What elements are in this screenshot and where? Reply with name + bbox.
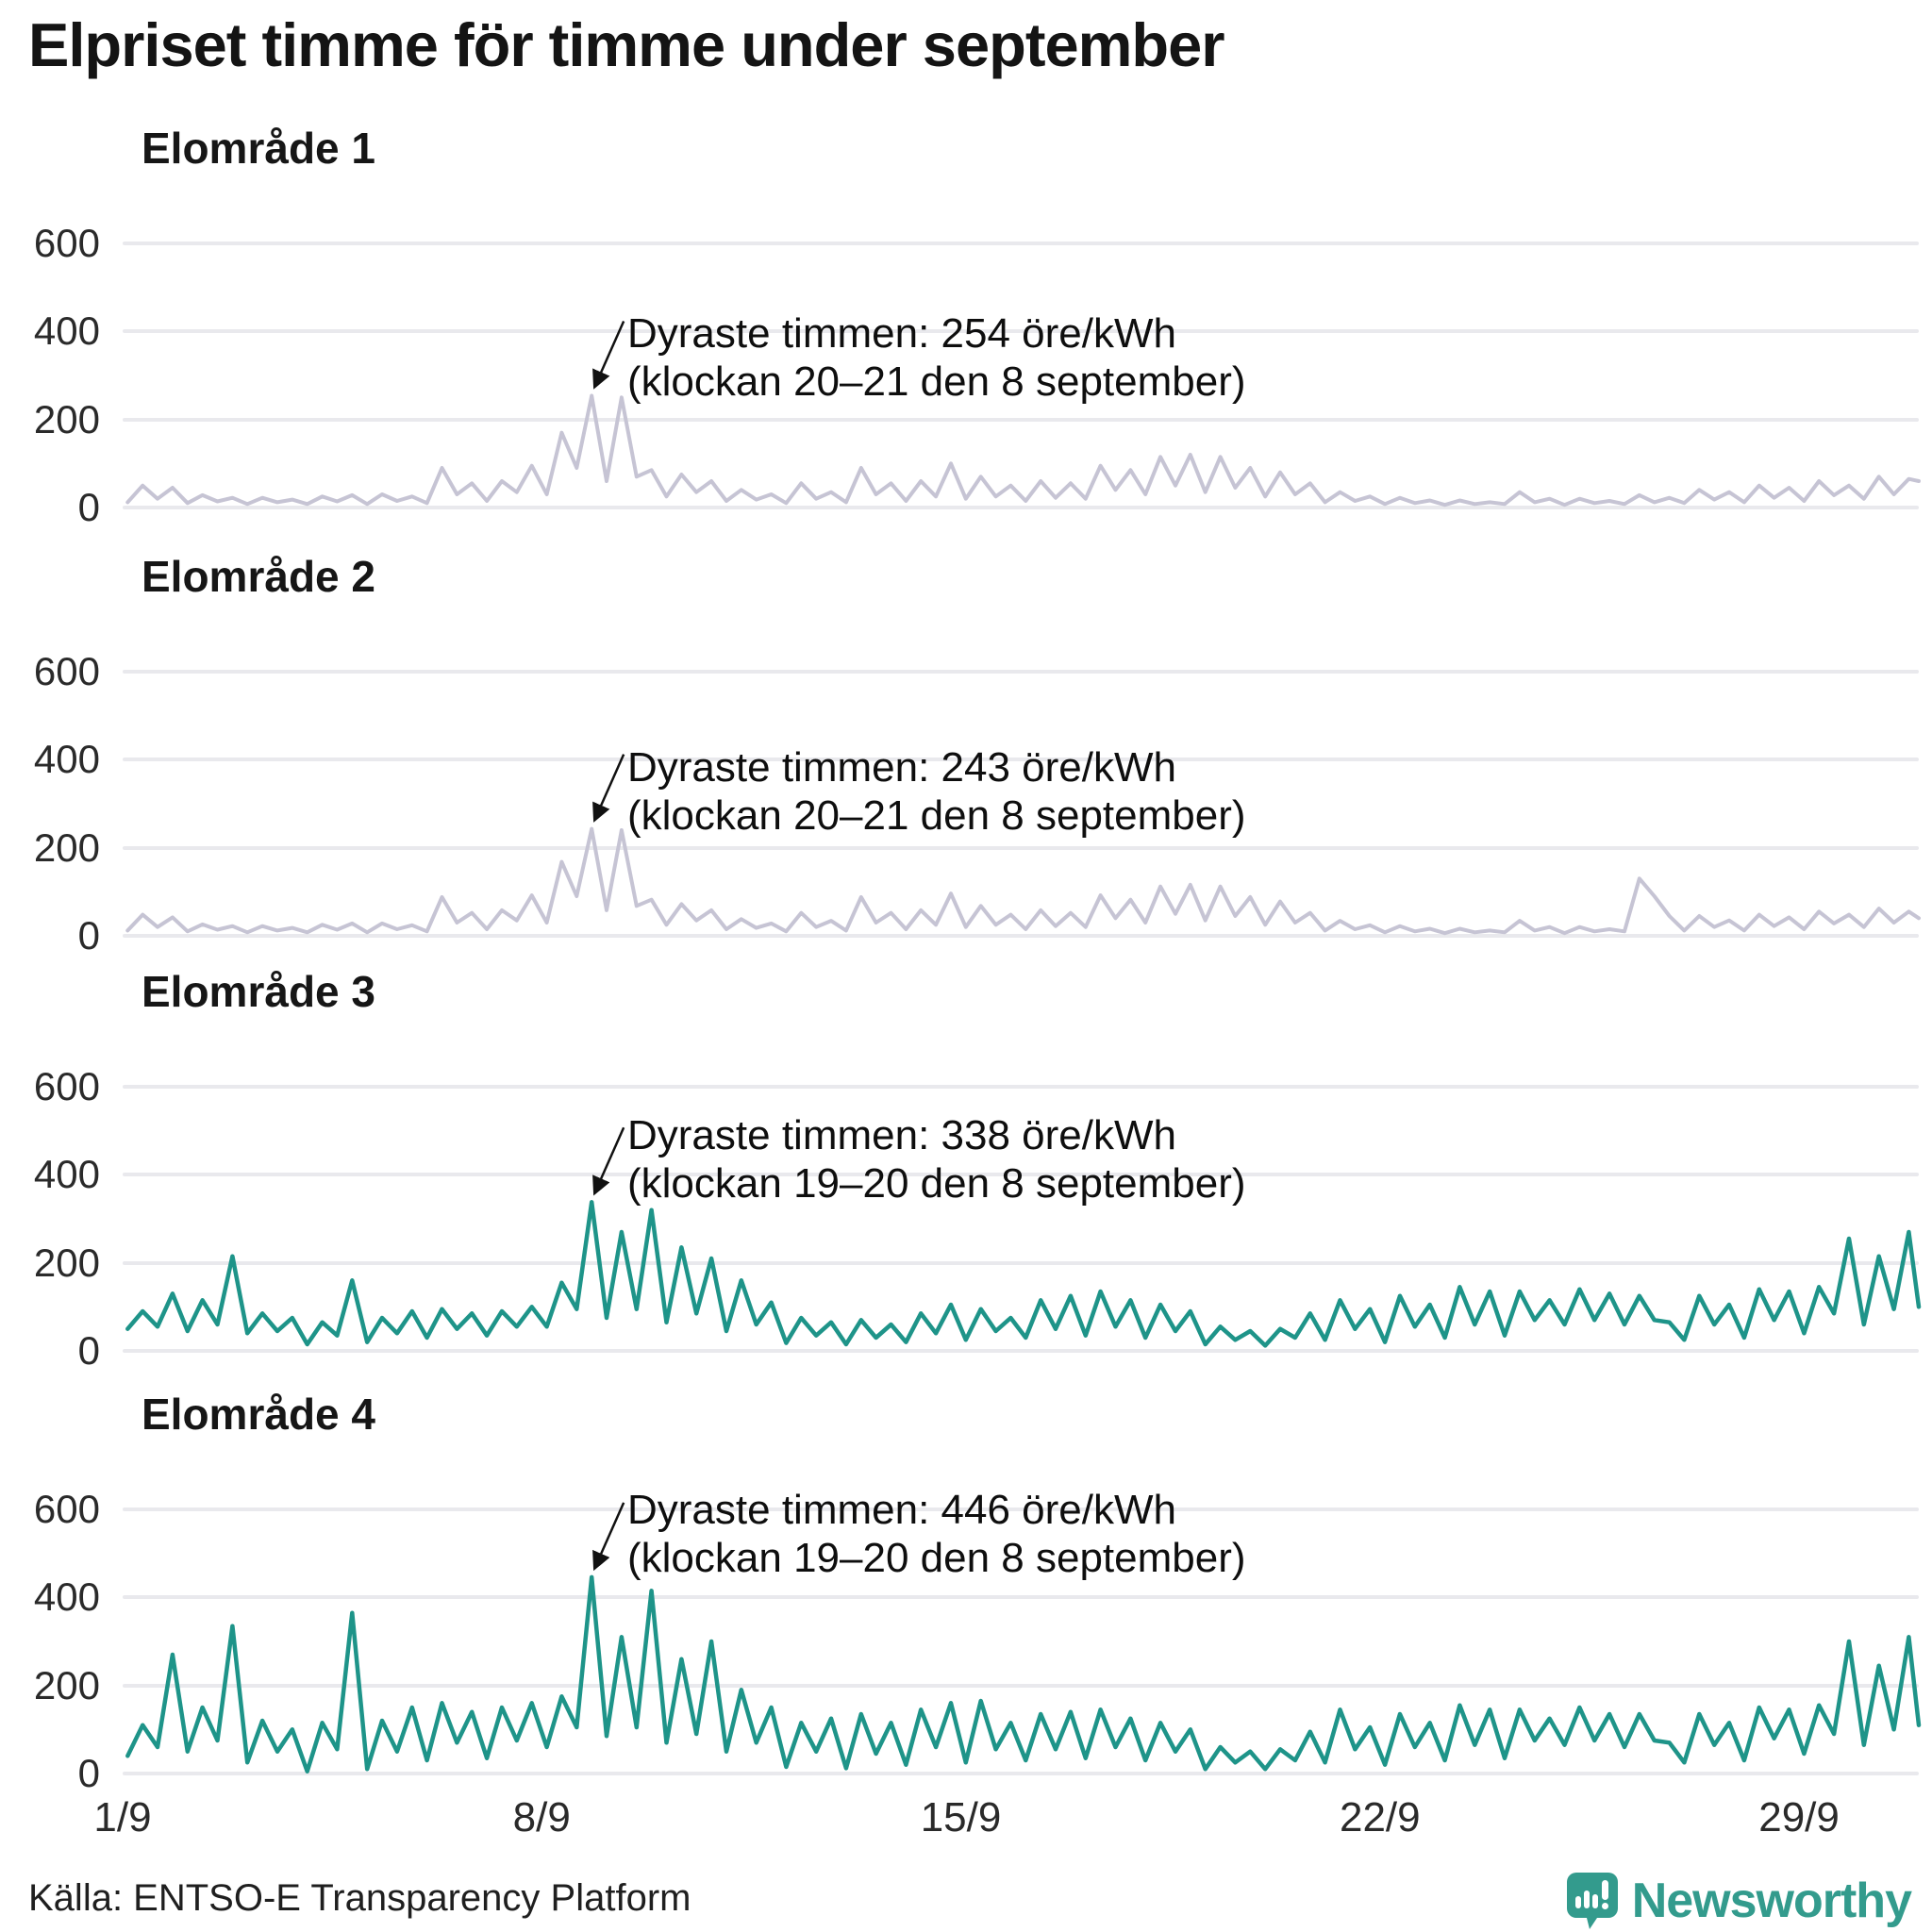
y-axis-label: 400 [33,1152,100,1197]
price-line-chart [125,754,1921,936]
annotation-arrow [592,320,625,390]
gridline [123,1349,1919,1353]
annotation-arrow [592,1502,625,1572]
chart-elomrade-3: Elområde 3 Dyraste timmen: 338 öre/kWh (… [0,966,1932,1400]
chart-elomrade-4: Elområde 4 Dyraste timmen: 446 öre/kWh (… [0,1389,1932,1823]
plot-area: Dyraste timmen: 446 öre/kWh (klockan 19–… [0,1472,1932,1796]
annotation: Dyraste timmen: 446 öre/kWh (klockan 19–… [627,1486,1533,1582]
y-axis-label: 0 [77,1328,100,1373]
annotation-line1: Dyraste timmen: 254 öre/kWh [627,310,1176,357]
annotation-arrow [592,1126,625,1196]
y-axis-label: 400 [33,1574,100,1620]
annotation-line1: Dyraste timmen: 338 öre/kWh [627,1112,1176,1158]
gridline [123,1507,1919,1511]
plot-area: Dyraste timmen: 243 öre/kWh (klockan 20–… [0,634,1932,958]
price-line-chart [125,1126,1922,1348]
y-axis-label: 200 [33,396,100,441]
annotation: Dyraste timmen: 338 öre/kWh (klockan 19–… [627,1111,1533,1208]
x-axis-label: 22/9 [1339,1794,1421,1840]
plot-area: Dyraste timmen: 338 öre/kWh (klockan 19–… [0,1049,1932,1374]
newsworthy-logo-text: Newsworthy [1631,1874,1912,1928]
price-line [125,1574,1922,1774]
chart-title: Elområde 3 [142,967,375,1016]
gridline [123,1260,1919,1265]
chart-elomrade-1: Elområde 1 Dyraste timmen: 254 öre/kWh (… [0,123,1932,557]
gridline [123,506,1919,509]
y-axis-label: 600 [33,649,100,693]
annotation: Dyraste timmen: 254 öre/kWh (klockan 20–… [627,309,1533,406]
y-axis-label: 200 [33,1240,100,1285]
y-axis-label: 200 [33,824,100,870]
y-axis-label: 0 [77,485,100,529]
gridline [123,1595,1919,1600]
gridline [123,758,1919,762]
gridline [123,845,1919,850]
x-axis-label: 1/9 [93,1794,152,1840]
price-line-chart [125,1502,1922,1774]
x-axis-label: 15/9 [920,1794,1002,1840]
annotation-line1: Dyraste timmen: 446 öre/kWh [627,1487,1176,1533]
annotation-arrow [592,754,625,823]
gridline [123,1683,1919,1688]
x-axis: 1/9 8/9 15/9 22/9 29/9 [0,1794,1932,1847]
price-line-chart [125,320,1921,508]
gridline [123,1085,1919,1089]
y-axis-label: 600 [33,1064,100,1108]
annotation-line1: Dyraste timmen: 243 öre/kWh [627,744,1176,791]
newsworthy-logo: Newsworthy [1564,1872,1912,1930]
plot-area: Dyraste timmen: 254 öre/kWh (klockan 20–… [0,206,1932,530]
gridline [123,417,1919,422]
y-axis-label: 0 [77,1751,100,1795]
annotation: Dyraste timmen: 243 öre/kWh (klockan 20–… [627,743,1533,840]
chart-title: Elområde 2 [142,552,375,601]
y-axis-label: 200 [33,1662,100,1707]
chart-title: Elområde 1 [142,124,375,173]
newsworthy-logo-icon [1566,1873,1618,1929]
y-axis-label: 400 [33,308,100,354]
x-axis-label: 8/9 [512,1794,571,1840]
annotation-line2: (klockan 19–20 den 8 september) [627,1535,1246,1581]
price-line [125,826,1921,936]
annotation-line2: (klockan 19–20 den 8 september) [627,1160,1246,1207]
x-axis-label: 29/9 [1758,1794,1840,1840]
gridline [123,934,1919,938]
gridline [123,670,1919,674]
annotation-line2: (klockan 20–21 den 8 september) [627,792,1246,839]
price-line [125,393,1921,508]
y-axis-label: 400 [33,737,100,782]
gridline [123,1772,1919,1775]
annotation-line2: (klockan 20–21 den 8 september) [627,358,1246,405]
source-attribution: Källa: ENTSO-E Transparency Platform [28,1877,691,1919]
y-axis-label: 0 [77,913,100,958]
page-title: Elpriset timme för timme under september [28,10,1225,79]
y-axis-label: 600 [33,221,100,265]
y-axis-label: 600 [33,1487,100,1531]
chart-elomrade-2: Elområde 2 Dyraste timmen: 243 öre/kWh (… [0,551,1932,985]
gridline [123,1173,1919,1177]
gridline [123,242,1919,245]
price-line [125,1200,1922,1348]
chart-title: Elområde 4 [142,1390,375,1439]
gridline [123,329,1919,334]
